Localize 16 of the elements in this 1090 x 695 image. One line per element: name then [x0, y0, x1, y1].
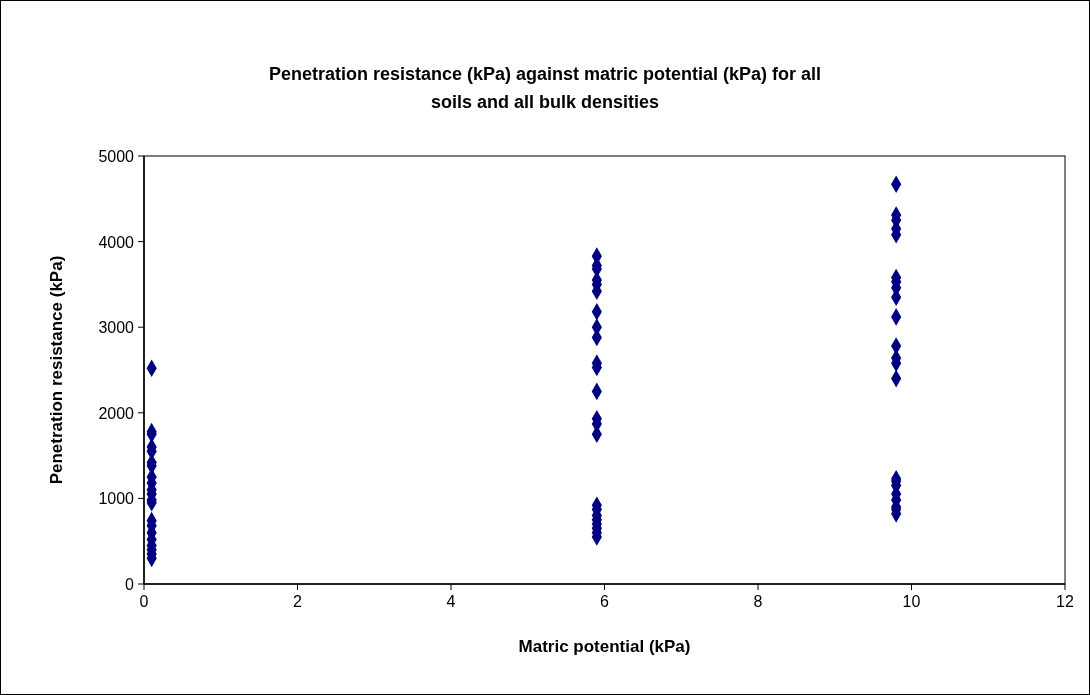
y-tick-label: 1000 — [98, 490, 135, 508]
x-tick-label: 8 — [753, 593, 763, 610]
y-tick-label: 4000 — [98, 233, 135, 251]
x-tick-label: 12 — [1056, 593, 1074, 610]
x-axis-title: Matric potential (kPa) — [518, 637, 691, 656]
x-tick-label: 10 — [902, 593, 921, 610]
x-tick-label: 4 — [446, 593, 456, 610]
y-tick-label: 5000 — [98, 148, 135, 165]
y-tick-label: 3000 — [98, 319, 135, 337]
chart-title: Penetration resistance (kPa) against matric potential (kPa) for all soils and all bulk densities — [268, 64, 822, 112]
x-tick-label: 2 — [293, 593, 303, 610]
y-axis-title: Penetration resistance (kPa) — [47, 255, 66, 485]
y-tick-label: 0 — [125, 576, 135, 593]
x-tick-label: 6 — [600, 593, 610, 610]
y-tick-label: 2000 — [98, 404, 135, 422]
x-tick-label: 0 — [139, 593, 149, 610]
